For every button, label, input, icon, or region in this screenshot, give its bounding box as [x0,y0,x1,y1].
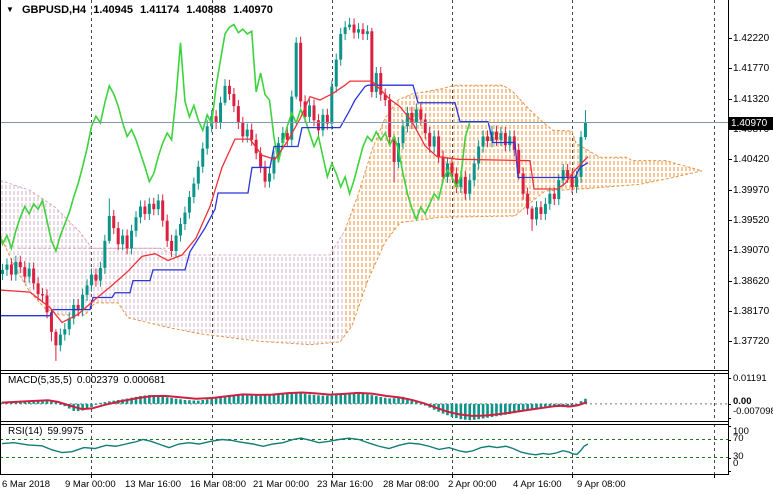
macd-axis-max: 0.01191 [733,373,767,384]
macd-axis-zero: 0.00 [733,396,752,407]
time-axis-label: 23 Mar 16:00 [317,479,373,490]
price-axis-label: 1.41770 [733,63,770,74]
ohlc-open: 1.40945 [93,4,133,16]
time-axis-label: 13 Mar 16:00 [125,479,181,490]
time-axis-label: 9 Apr 08:00 [577,479,626,490]
rsi-axis-0: 0 [733,458,739,469]
price-axis-label: 1.42220 [733,33,770,44]
dropdown-arrow-icon: ▼ [6,5,14,14]
macd-indicator-label: MACD(5,35,5) 0.002379 0.000681 [8,375,170,386]
time-axis-label: 9 Mar 00:00 [65,479,116,490]
price-axis-label: 1.39070 [733,245,770,256]
rsi-axis-70: 70 [733,433,744,444]
price-axis-label: 1.39970 [733,185,770,196]
symbol-timeframe: GBPUSD,H4 [21,4,87,16]
time-axis-label: 6 Mar 2018 [2,479,51,490]
price-axis-label: 1.38170 [733,306,770,317]
rsi-axis-30: 30 [733,451,744,462]
symbol-ohlc-readout: ▼ GBPUSD,H4 1.40945 1.41174 1.40888 1.40… [6,4,277,16]
macd-name: MACD(5,35,5) [8,375,72,386]
time-axis-label: 28 Mar 08:00 [383,479,439,490]
time-axis-label: 16 Mar 08:00 [190,479,246,490]
price-axis-label: 1.39520 [733,215,770,226]
ohlc-low: 1.40888 [186,4,227,16]
current-price-tag: 1.40970 [728,117,773,130]
rsi-name: RSI(14) [8,426,43,437]
price-axis-label: 1.37720 [733,336,770,347]
macd-main-value: 0.002379 [76,375,119,386]
macd-signal-value: 0.000681 [123,375,166,386]
rsi-value: 59.9975 [47,426,84,437]
macd-axis-min: -0.007098 [733,406,773,417]
rsi-indicator-label: RSI(14) 59.9975 [8,426,89,437]
price-axis-label: 1.38620 [733,276,770,287]
rsi-axis-100: 100 [733,426,749,437]
price-axis-label: 1.40420 [733,154,770,165]
time-axis-label: 2 Apr 00:00 [448,479,497,490]
price-axis-label: 1.41320 [733,94,770,105]
time-axis-label: 4 Apr 16:00 [513,479,562,490]
time-axis-label: 21 Mar 00:00 [253,479,309,490]
ohlc-high: 1.41174 [140,4,180,16]
ohlc-close: 1.40970 [233,4,273,16]
